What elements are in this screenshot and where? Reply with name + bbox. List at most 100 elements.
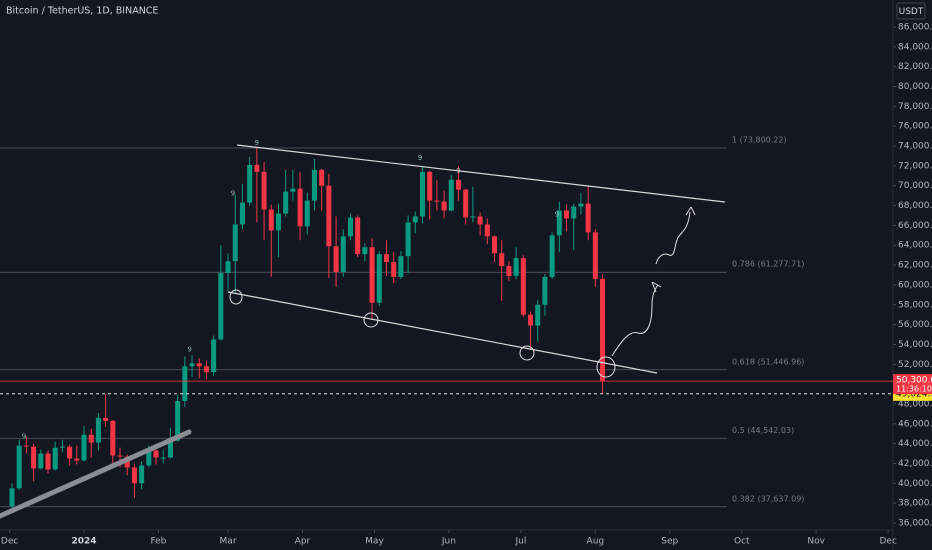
- trend-line-support: [0, 429, 192, 519]
- fib-label: 1 (73,800.22): [732, 136, 787, 145]
- x-tick-label: Dec: [879, 537, 896, 547]
- candle-body: [542, 276, 548, 305]
- candle-body: [398, 256, 404, 277]
- candle-body: [549, 235, 555, 277]
- y-tick-label: 54,000.00: [898, 340, 932, 350]
- x-tick-label: Aug: [587, 537, 605, 547]
- x-tick-label: Sep: [661, 537, 678, 547]
- candle-body: [376, 254, 382, 303]
- candle-body: [239, 202, 245, 225]
- y-tick-label: 64,000.00: [898, 241, 932, 251]
- arrow-head: [651, 281, 662, 293]
- y-tick-label: 80,000.00: [898, 82, 932, 92]
- sequential-count: 9: [187, 345, 191, 353]
- candle-body: [578, 203, 584, 207]
- y-tick-label: 58,000.00: [898, 300, 932, 310]
- candle-body: [491, 236, 498, 254]
- candle-body: [160, 457, 166, 459]
- x-tick-label: May: [365, 537, 384, 547]
- prev-close-label: 49,024.32: [896, 389, 932, 399]
- sequential-count: 9: [22, 433, 26, 441]
- last-price-box: [893, 374, 932, 395]
- candle-body: [88, 434, 94, 443]
- candle-body: [535, 304, 541, 326]
- x-tick-label: Mar: [220, 537, 237, 547]
- candle-body: [477, 216, 483, 225]
- fib-label: 0.786 (61,277.71): [732, 260, 804, 269]
- candle-body: [211, 339, 217, 373]
- candle-body: [45, 453, 51, 470]
- circle-marker: [229, 289, 243, 305]
- candle-body: [412, 216, 418, 223]
- y-tick-label: 48,000.00: [898, 399, 932, 409]
- forecast-arrow: [655, 211, 691, 265]
- candle-body: [347, 217, 353, 237]
- channel-lower: [227, 291, 658, 374]
- candle-body: [556, 210, 562, 236]
- candle-body: [59, 446, 65, 448]
- candle-body: [146, 450, 152, 466]
- candle-body: [175, 400, 181, 441]
- candle-body: [247, 164, 253, 203]
- candle-body: [362, 247, 368, 255]
- y-tick-label: 44,000.00: [898, 439, 932, 449]
- y-tick-label: 40,000.00: [898, 479, 932, 489]
- candle-body: [499, 253, 505, 267]
- candle-body: [218, 273, 224, 340]
- candle-body: [304, 200, 310, 227]
- sequential-count: 9: [255, 139, 259, 147]
- candle-body: [117, 455, 123, 457]
- circle-marker: [519, 345, 535, 361]
- candle-body: [463, 189, 469, 218]
- y-tick-label: 52,000.00: [898, 360, 932, 370]
- x-tick-label: Apr: [295, 537, 311, 547]
- x-tick-label: Nov: [807, 537, 825, 547]
- candle-body: [254, 164, 260, 172]
- candle-body: [564, 210, 570, 219]
- candle-body: [283, 191, 289, 214]
- y-tick-label: 60,000.00: [898, 280, 932, 290]
- candle-body: [340, 236, 346, 273]
- currency-box[interactable]: [896, 2, 926, 20]
- candle-body: [38, 453, 44, 469]
- candle-body: [23, 445, 29, 447]
- candle-body: [369, 247, 375, 303]
- candle-body: [290, 188, 296, 192]
- candle-body: [427, 171, 433, 201]
- candle-body: [95, 417, 101, 443]
- forecast-arrow: [611, 284, 659, 357]
- candle-body: [225, 261, 231, 274]
- x-tick-label: Dec: [1, 537, 18, 547]
- candle-body: [419, 171, 426, 217]
- chart-title: Bitcoin / TetherUS, 1D, BINANCE: [6, 6, 158, 17]
- candle-body: [333, 246, 339, 273]
- fib-label: 0.5 (44,542.03): [732, 426, 794, 435]
- candle-body: [311, 169, 317, 201]
- y-tick-label: 70,000.00: [898, 181, 932, 191]
- candle-body: [131, 467, 137, 484]
- y-tick-label: 72,000.00: [898, 161, 932, 171]
- candle-body: [600, 278, 606, 382]
- candle-body: [268, 209, 274, 231]
- x-tick-label: Jun: [441, 537, 456, 547]
- currency-label[interactable]: USDT: [899, 7, 924, 17]
- candle-body: [571, 206, 577, 219]
- y-tick-label: 66,000.00: [898, 221, 932, 231]
- sequential-count: 9: [231, 190, 235, 198]
- y-tick-label: 76,000.00: [898, 122, 932, 132]
- candle-body: [470, 216, 476, 218]
- y-tick-label: 68,000.00: [898, 201, 932, 211]
- candle-body: [513, 258, 519, 276]
- y-tick-label: 42,000.00: [898, 459, 932, 469]
- candle-body: [31, 446, 37, 469]
- channel-upper: [236, 144, 726, 203]
- candle-body: [355, 217, 361, 255]
- candle-body: [405, 222, 411, 257]
- candle-body: [297, 188, 303, 227]
- fib-label: 0.618 (51,446.96): [732, 357, 804, 366]
- arrow-head: [685, 206, 696, 216]
- candle-body: [67, 446, 73, 459]
- candle-body: [448, 179, 454, 211]
- y-tick-label: 36,000.00: [898, 519, 932, 529]
- circle-marker: [363, 312, 379, 328]
